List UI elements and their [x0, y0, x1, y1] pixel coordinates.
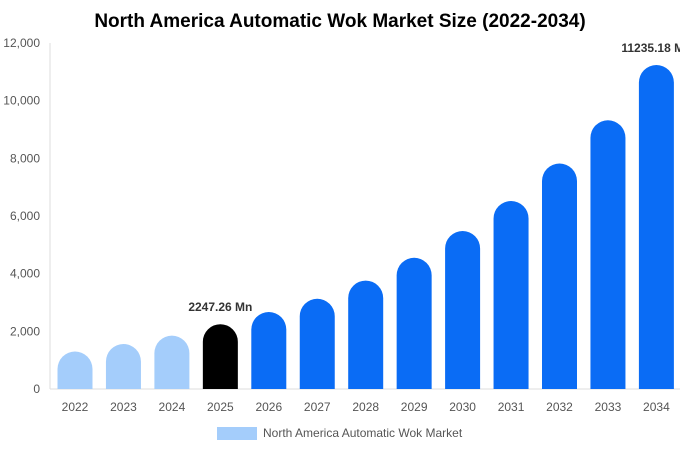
bar-2029[interactable] — [396, 257, 432, 389]
y-tick-label: 2,000 — [10, 324, 40, 338]
bar-2026[interactable] — [251, 312, 287, 389]
x-tick-label: 2031 — [498, 400, 525, 414]
y-axis-ticks: 0 2,000 4,000 6,000 8,000 10,000 12,000 — [3, 36, 40, 396]
data-labels: 2247.26 Mn 11235.18 Mn — [188, 41, 680, 314]
x-tick-label: 2027 — [304, 400, 331, 414]
bar-2032[interactable] — [542, 163, 577, 389]
bar-2028[interactable] — [348, 280, 384, 389]
x-tick-label: 2033 — [595, 400, 622, 414]
y-tick-label: 10,000 — [3, 94, 40, 108]
x-tick-label: 2030 — [449, 400, 476, 414]
bar-2025[interactable] — [202, 324, 238, 389]
x-tick-label: 2024 — [159, 400, 186, 414]
bar-2022[interactable] — [57, 351, 93, 389]
y-tick-label: 6,000 — [10, 209, 40, 223]
x-tick-label: 2029 — [401, 400, 428, 414]
y-tick-label: 4,000 — [10, 267, 40, 281]
y-tick-label: 8,000 — [10, 151, 40, 165]
x-tick-label: 2028 — [352, 400, 379, 414]
bar-2030[interactable] — [445, 230, 481, 389]
bars — [57, 65, 674, 390]
bar-2031[interactable] — [493, 201, 529, 389]
legend-label: North America Automatic Wok Market — [263, 426, 463, 440]
x-tick-label: 2023 — [110, 400, 137, 414]
bar-2034[interactable] — [638, 65, 674, 389]
y-tick-label: 0 — [33, 382, 40, 396]
x-tick-label: 2032 — [546, 400, 573, 414]
x-tick-label: 2025 — [207, 400, 234, 414]
chart-title: North America Automatic Wok Market Size … — [94, 11, 585, 32]
bar-2024[interactable] — [154, 335, 190, 389]
bar-2033[interactable] — [590, 120, 626, 390]
x-tick-label: 2022 — [62, 400, 89, 414]
bar-2027[interactable] — [299, 298, 335, 389]
legend-swatch — [217, 427, 257, 440]
x-tick-label: 2034 — [643, 400, 670, 414]
data-label: 2247.26 Mn — [188, 300, 252, 314]
data-label: 11235.18 Mn — [621, 41, 680, 55]
x-tick-label: 2026 — [255, 400, 282, 414]
bar-2023[interactable] — [105, 344, 141, 389]
legend[interactable]: North America Automatic Wok Market — [217, 426, 463, 440]
y-tick-label: 12,000 — [3, 36, 40, 50]
x-axis-ticks: 2022 2023 2024 2025 2026 2027 2028 2029 2030 2031… — [62, 400, 670, 414]
